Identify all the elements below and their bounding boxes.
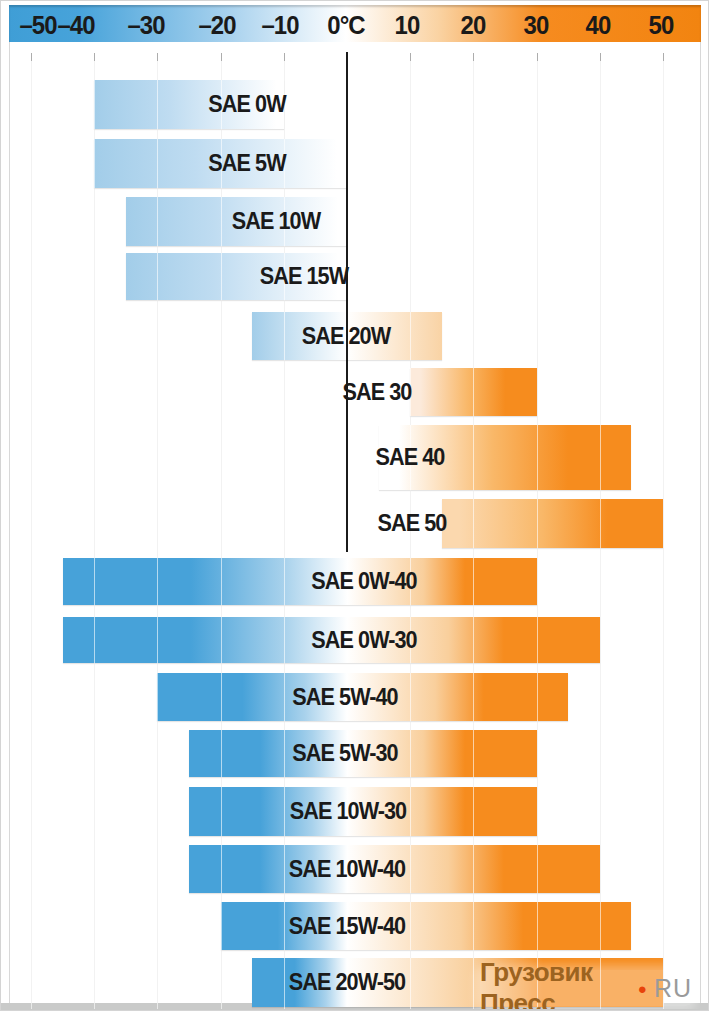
axis-tick <box>31 53 32 61</box>
watermark-brand: Грузовик Пресс <box>480 957 631 1009</box>
axis-tick <box>600 53 601 61</box>
bar-label: SAE 30 <box>236 368 518 416</box>
zero-tick <box>346 52 348 61</box>
chart-panel: –50–40–30–20–100°C1020304050 Грузовик Пр… <box>9 5 701 1005</box>
bar-label: SAE 5W-40 <box>204 673 486 721</box>
bar-label: SAE 50 <box>271 499 553 548</box>
watermark-domain: RU <box>654 974 692 1003</box>
bar-label: SAE 0W <box>106 80 388 129</box>
gridline-overlay <box>94 61 95 1009</box>
bar-label: SAE 15W-40 <box>206 902 488 950</box>
axis-tick-label: 50 <box>615 5 707 45</box>
bar-label: SAE 20W-50 <box>206 958 488 1007</box>
axis-tick <box>94 53 95 61</box>
gridline-overlay <box>600 61 601 1009</box>
bar-label: SAE 10W <box>135 197 417 246</box>
bar-label: SAE 0W-40 <box>223 558 505 605</box>
axis-tick <box>221 53 222 61</box>
watermark: Грузовик Пресс ● RU <box>480 970 692 1006</box>
axis-tick <box>157 53 158 61</box>
watermark-dot-icon: ● <box>638 981 647 996</box>
bar-label: SAE 10W-30 <box>207 787 489 836</box>
temperature-axis-bar: –50–40–30–20–100°C1020304050 <box>9 5 701 42</box>
axis-tick-strip <box>9 42 701 61</box>
bar-label: SAE 40 <box>269 425 551 490</box>
bar-label: SAE 20W <box>205 312 487 360</box>
axis-tick <box>473 53 474 61</box>
axis-tick <box>410 53 411 61</box>
bar-label: SAE 10W-40 <box>206 845 488 893</box>
viscosity-chart-frame: –50–40–30–20–100°C1020304050 Грузовик Пр… <box>0 0 709 1011</box>
bar-label: SAE 5W-30 <box>204 730 486 777</box>
bar-label: SAE 0W-30 <box>223 617 505 663</box>
axis-tick <box>537 53 538 61</box>
bar-label: SAE 5W <box>106 139 388 188</box>
chart-area: Грузовик Пресс ● RU SAE 0W SAE 5W SAE 10W S… <box>9 61 701 1009</box>
gridline-overlay <box>31 61 32 1009</box>
bar-label: SAE 15W <box>163 253 445 300</box>
gridline-overlay <box>663 61 664 1009</box>
axis-tick <box>663 53 664 61</box>
axis-tick <box>284 53 285 61</box>
